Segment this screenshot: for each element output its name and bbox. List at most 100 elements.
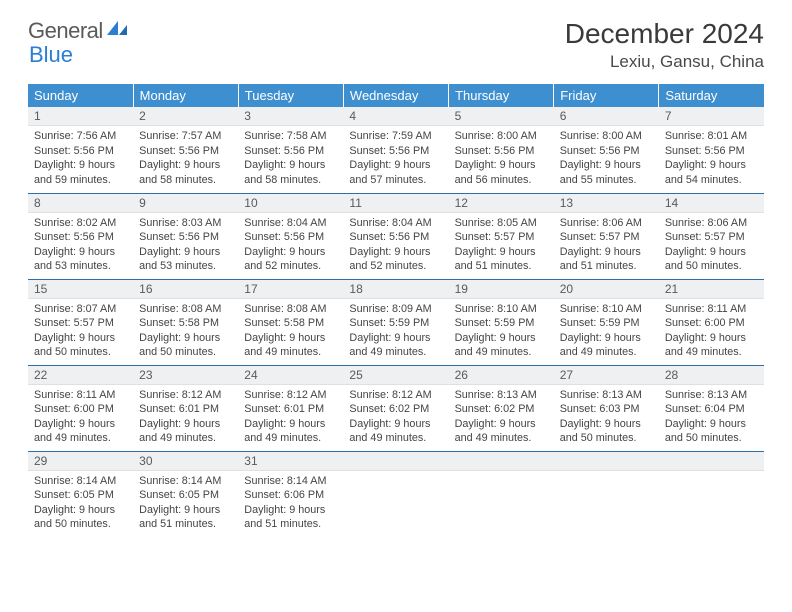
- daylight-line: Daylight: 9 hours and 51 minutes.: [139, 503, 232, 532]
- sunrise-line: Sunrise: 8:12 AM: [139, 388, 232, 403]
- sunrise-line: Sunrise: 8:14 AM: [34, 474, 127, 489]
- day-details: Sunrise: 8:13 AMSunset: 6:03 PMDaylight:…: [554, 385, 659, 450]
- sunrise-line: Sunrise: 8:03 AM: [139, 216, 232, 231]
- day-details: Sunrise: 8:00 AMSunset: 5:56 PMDaylight:…: [449, 126, 554, 191]
- sunset-line: Sunset: 6:00 PM: [34, 402, 127, 417]
- day-number: 26: [449, 366, 554, 385]
- sunset-line: Sunset: 5:56 PM: [139, 144, 232, 159]
- sunrise-line: Sunrise: 8:06 AM: [560, 216, 653, 231]
- sunrise-line: Sunrise: 8:14 AM: [139, 474, 232, 489]
- day-details: Sunrise: 8:08 AMSunset: 5:58 PMDaylight:…: [238, 299, 343, 364]
- day-cell: 7Sunrise: 8:01 AMSunset: 5:56 PMDaylight…: [659, 107, 764, 193]
- sunset-line: Sunset: 6:01 PM: [244, 402, 337, 417]
- day-details: Sunrise: 8:12 AMSunset: 6:02 PMDaylight:…: [343, 385, 448, 450]
- daylight-line: Daylight: 9 hours and 51 minutes.: [455, 245, 548, 274]
- day-details: Sunrise: 7:56 AMSunset: 5:56 PMDaylight:…: [28, 126, 133, 191]
- daylight-line: Daylight: 9 hours and 49 minutes.: [560, 331, 653, 360]
- sunrise-line: Sunrise: 7:59 AM: [349, 129, 442, 144]
- day-cell: 15Sunrise: 8:07 AMSunset: 5:57 PMDayligh…: [28, 279, 133, 365]
- sunset-line: Sunset: 5:56 PM: [34, 230, 127, 245]
- day-cell: 31Sunrise: 8:14 AMSunset: 6:06 PMDayligh…: [238, 451, 343, 537]
- day-details: Sunrise: 8:04 AMSunset: 5:56 PMDaylight:…: [343, 213, 448, 278]
- daylight-line: Daylight: 9 hours and 51 minutes.: [560, 245, 653, 274]
- day-cell: 13Sunrise: 8:06 AMSunset: 5:57 PMDayligh…: [554, 193, 659, 279]
- sunrise-line: Sunrise: 8:05 AM: [455, 216, 548, 231]
- day-number: 22: [28, 366, 133, 385]
- daylight-line: Daylight: 9 hours and 50 minutes.: [34, 503, 127, 532]
- sunset-line: Sunset: 6:00 PM: [665, 316, 758, 331]
- day-of-week-row: Sunday Monday Tuesday Wednesday Thursday…: [28, 84, 764, 107]
- day-cell: 24Sunrise: 8:12 AMSunset: 6:01 PMDayligh…: [238, 365, 343, 451]
- sunrise-line: Sunrise: 7:58 AM: [244, 129, 337, 144]
- daylight-line: Daylight: 9 hours and 51 minutes.: [244, 503, 337, 532]
- day-details: Sunrise: 8:14 AMSunset: 6:05 PMDaylight:…: [133, 471, 238, 536]
- day-details: Sunrise: 8:05 AMSunset: 5:57 PMDaylight:…: [449, 213, 554, 278]
- sunrise-line: Sunrise: 8:02 AM: [34, 216, 127, 231]
- sunrise-line: Sunrise: 8:09 AM: [349, 302, 442, 317]
- daylight-line: Daylight: 9 hours and 49 minutes.: [455, 417, 548, 446]
- day-number: 5: [449, 107, 554, 126]
- daylight-line: Daylight: 9 hours and 57 minutes.: [349, 158, 442, 187]
- day-number: 29: [28, 452, 133, 471]
- day-details: Sunrise: 8:03 AMSunset: 5:56 PMDaylight:…: [133, 213, 238, 278]
- week-row: 15Sunrise: 8:07 AMSunset: 5:57 PMDayligh…: [28, 279, 764, 365]
- sunrise-line: Sunrise: 8:07 AM: [34, 302, 127, 317]
- day-cell: 21Sunrise: 8:11 AMSunset: 6:00 PMDayligh…: [659, 279, 764, 365]
- dow-thursday: Thursday: [449, 84, 554, 107]
- sunset-line: Sunset: 5:56 PM: [139, 230, 232, 245]
- month-title: December 2024: [565, 18, 764, 50]
- sunrise-line: Sunrise: 8:13 AM: [560, 388, 653, 403]
- daylight-line: Daylight: 9 hours and 52 minutes.: [244, 245, 337, 274]
- day-details: Sunrise: 8:01 AMSunset: 5:56 PMDaylight:…: [659, 126, 764, 191]
- sunrise-line: Sunrise: 8:00 AM: [455, 129, 548, 144]
- day-details: Sunrise: 8:11 AMSunset: 6:00 PMDaylight:…: [659, 299, 764, 364]
- sunrise-line: Sunrise: 8:10 AM: [455, 302, 548, 317]
- daylight-line: Daylight: 9 hours and 49 minutes.: [34, 417, 127, 446]
- sunset-line: Sunset: 6:03 PM: [560, 402, 653, 417]
- daylight-line: Daylight: 9 hours and 55 minutes.: [560, 158, 653, 187]
- week-row: 8Sunrise: 8:02 AMSunset: 5:56 PMDaylight…: [28, 193, 764, 279]
- sunrise-line: Sunrise: 8:06 AM: [665, 216, 758, 231]
- day-number: 17: [238, 280, 343, 299]
- day-details: Sunrise: 8:06 AMSunset: 5:57 PMDaylight:…: [659, 213, 764, 278]
- daylight-line: Daylight: 9 hours and 49 minutes.: [244, 417, 337, 446]
- daylight-line: Daylight: 9 hours and 59 minutes.: [34, 158, 127, 187]
- dow-sunday: Sunday: [28, 84, 133, 107]
- day-details: Sunrise: 8:13 AMSunset: 6:02 PMDaylight:…: [449, 385, 554, 450]
- day-number: 15: [28, 280, 133, 299]
- day-number: 28: [659, 366, 764, 385]
- sunrise-line: Sunrise: 8:01 AM: [665, 129, 758, 144]
- day-cell: 5Sunrise: 8:00 AMSunset: 5:56 PMDaylight…: [449, 107, 554, 193]
- calendar-body: 1Sunrise: 7:56 AMSunset: 5:56 PMDaylight…: [28, 107, 764, 537]
- daylight-line: Daylight: 9 hours and 50 minutes.: [139, 331, 232, 360]
- daylight-line: Daylight: 9 hours and 50 minutes.: [665, 245, 758, 274]
- day-details: Sunrise: 8:06 AMSunset: 5:57 PMDaylight:…: [554, 213, 659, 278]
- dow-friday: Friday: [554, 84, 659, 107]
- day-details: Sunrise: 7:59 AMSunset: 5:56 PMDaylight:…: [343, 126, 448, 191]
- day-details: Sunrise: 8:14 AMSunset: 6:06 PMDaylight:…: [238, 471, 343, 536]
- day-number-strip: [659, 452, 764, 471]
- sunrise-line: Sunrise: 8:12 AM: [244, 388, 337, 403]
- daylight-line: Daylight: 9 hours and 53 minutes.: [34, 245, 127, 274]
- day-cell: 19Sunrise: 8:10 AMSunset: 5:59 PMDayligh…: [449, 279, 554, 365]
- week-row: 1Sunrise: 7:56 AMSunset: 5:56 PMDaylight…: [28, 107, 764, 193]
- location-subtitle: Lexiu, Gansu, China: [565, 52, 764, 72]
- daylight-line: Daylight: 9 hours and 49 minutes.: [455, 331, 548, 360]
- day-cell: 30Sunrise: 8:14 AMSunset: 6:05 PMDayligh…: [133, 451, 238, 537]
- sunset-line: Sunset: 6:06 PM: [244, 488, 337, 503]
- day-number: 31: [238, 452, 343, 471]
- calendar-table: Sunday Monday Tuesday Wednesday Thursday…: [28, 84, 764, 537]
- sunset-line: Sunset: 5:57 PM: [455, 230, 548, 245]
- sunset-line: Sunset: 5:56 PM: [349, 230, 442, 245]
- sunrise-line: Sunrise: 8:12 AM: [349, 388, 442, 403]
- week-row: 29Sunrise: 8:14 AMSunset: 6:05 PMDayligh…: [28, 451, 764, 537]
- week-row: 22Sunrise: 8:11 AMSunset: 6:00 PMDayligh…: [28, 365, 764, 451]
- day-cell: 16Sunrise: 8:08 AMSunset: 5:58 PMDayligh…: [133, 279, 238, 365]
- day-cell: 17Sunrise: 8:08 AMSunset: 5:58 PMDayligh…: [238, 279, 343, 365]
- sunrise-line: Sunrise: 8:14 AM: [244, 474, 337, 489]
- sunset-line: Sunset: 5:59 PM: [455, 316, 548, 331]
- daylight-line: Daylight: 9 hours and 53 minutes.: [139, 245, 232, 274]
- day-cell: 12Sunrise: 8:05 AMSunset: 5:57 PMDayligh…: [449, 193, 554, 279]
- daylight-line: Daylight: 9 hours and 49 minutes.: [244, 331, 337, 360]
- dow-saturday: Saturday: [659, 84, 764, 107]
